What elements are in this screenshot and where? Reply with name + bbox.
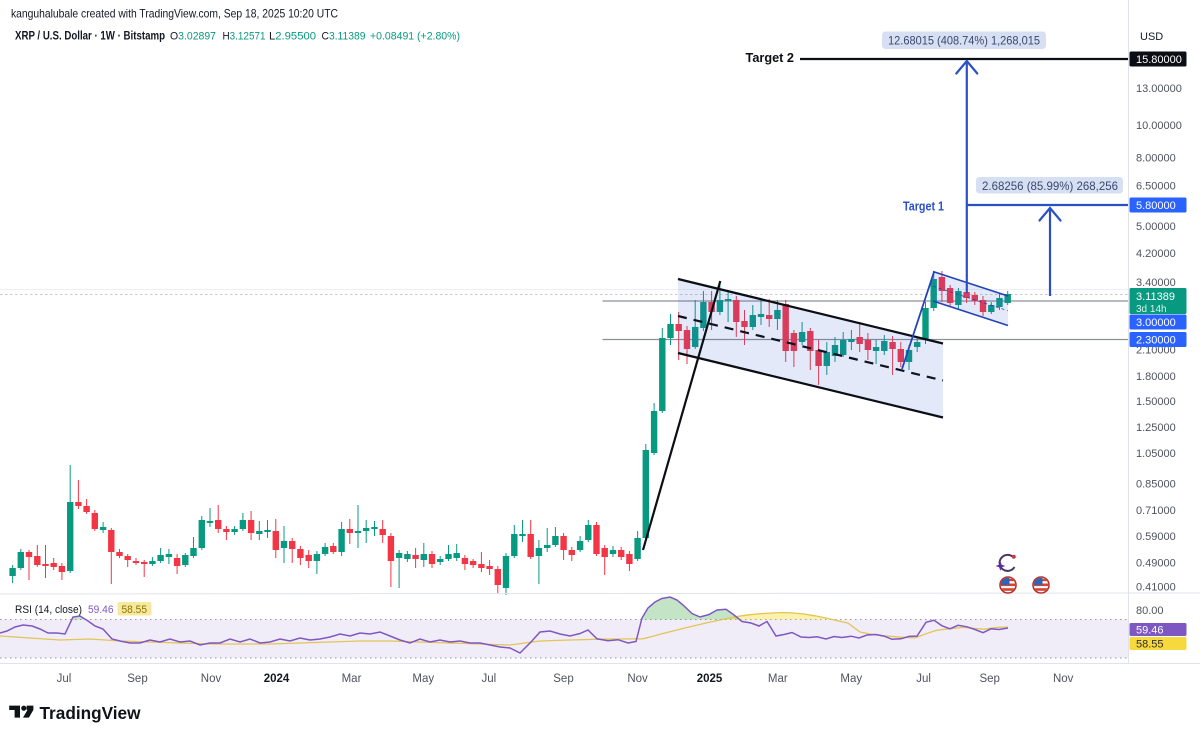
svg-text:Mar: Mar: [768, 673, 788, 685]
svg-text:L2.95500: L2.95500: [269, 31, 316, 43]
svg-text:0.41000: 0.41000: [1136, 582, 1176, 594]
svg-text:3.00000: 3.00000: [1136, 317, 1176, 329]
svg-text:2.68256 (85.99%) 268,256: 2.68256 (85.99%) 268,256: [982, 179, 1118, 193]
svg-text:May: May: [840, 673, 862, 685]
svg-text:10.00000: 10.00000: [1136, 120, 1182, 132]
svg-text:8.00000: 8.00000: [1136, 153, 1176, 165]
svg-text:2024: 2024: [264, 673, 290, 685]
svg-text:O3.02897: O3.02897: [170, 31, 216, 43]
svg-text:Sep: Sep: [979, 673, 999, 685]
svg-text:Jul: Jul: [916, 673, 931, 685]
svg-text:80.00: 80.00: [1136, 605, 1164, 617]
svg-text:2.30000: 2.30000: [1136, 335, 1176, 347]
svg-text:59.46: 59.46: [88, 604, 114, 616]
svg-text:XRP / U.S. Dollar · 1W · Bitst: XRP / U.S. Dollar · 1W · Bitstamp: [15, 31, 165, 43]
svg-text:2.10000: 2.10000: [1136, 345, 1176, 357]
svg-text:C3.11389: C3.11389: [322, 31, 366, 43]
svg-text:Sep: Sep: [553, 673, 573, 685]
svg-text:2025: 2025: [697, 673, 723, 685]
svg-text:1.25000: 1.25000: [1136, 422, 1176, 434]
svg-text:USD: USD: [1140, 31, 1163, 43]
svg-text:3d 14h: 3d 14h: [1136, 304, 1167, 315]
svg-text:Target 1: Target 1: [903, 199, 944, 214]
svg-text:15.80000: 15.80000: [1136, 54, 1182, 66]
svg-text:0.49000: 0.49000: [1136, 558, 1176, 570]
svg-text:58.55: 58.55: [122, 604, 148, 616]
svg-text:58.55: 58.55: [1136, 639, 1164, 651]
svg-text:3.11389: 3.11389: [1136, 291, 1175, 303]
svg-text:Nov: Nov: [201, 673, 222, 685]
svg-text:59.46: 59.46: [1136, 625, 1164, 637]
svg-text:Nov: Nov: [627, 673, 648, 685]
svg-text:0.85000: 0.85000: [1136, 479, 1176, 491]
svg-text:May: May: [412, 673, 434, 685]
svg-text:kanguhalubale created with Tra: kanguhalubale created with TradingView.c…: [11, 7, 338, 21]
svg-text:5.00000: 5.00000: [1136, 221, 1176, 233]
svg-text:0.71000: 0.71000: [1136, 505, 1176, 517]
svg-text:+0.08491 (+2.80%): +0.08491 (+2.80%): [370, 31, 460, 43]
svg-text:1.50000: 1.50000: [1136, 396, 1176, 408]
svg-text:0.59000: 0.59000: [1136, 531, 1176, 543]
svg-text:TradingView: TradingView: [40, 703, 141, 723]
svg-text:4.20000: 4.20000: [1136, 248, 1176, 260]
svg-text:Sep: Sep: [127, 673, 147, 685]
svg-text:1.80000: 1.80000: [1136, 371, 1176, 383]
svg-text:Target 2: Target 2: [746, 50, 795, 65]
svg-text:6.50000: 6.50000: [1136, 181, 1176, 193]
svg-text:Nov: Nov: [1053, 673, 1074, 685]
svg-text:12.68015 (408.74%) 1,268,015: 12.68015 (408.74%) 1,268,015: [888, 34, 1040, 48]
svg-text:1.05000: 1.05000: [1136, 448, 1176, 460]
svg-text:Jul: Jul: [57, 673, 72, 685]
svg-text:13.00000: 13.00000: [1136, 83, 1182, 95]
svg-text:RSI (14, close): RSI (14, close): [15, 604, 82, 616]
svg-text:5.80000: 5.80000: [1136, 200, 1176, 212]
svg-text:H3.12571: H3.12571: [223, 31, 266, 43]
svg-text:Jul: Jul: [481, 673, 496, 685]
svg-text:Mar: Mar: [342, 673, 362, 685]
svg-text:3.40000: 3.40000: [1136, 277, 1176, 289]
